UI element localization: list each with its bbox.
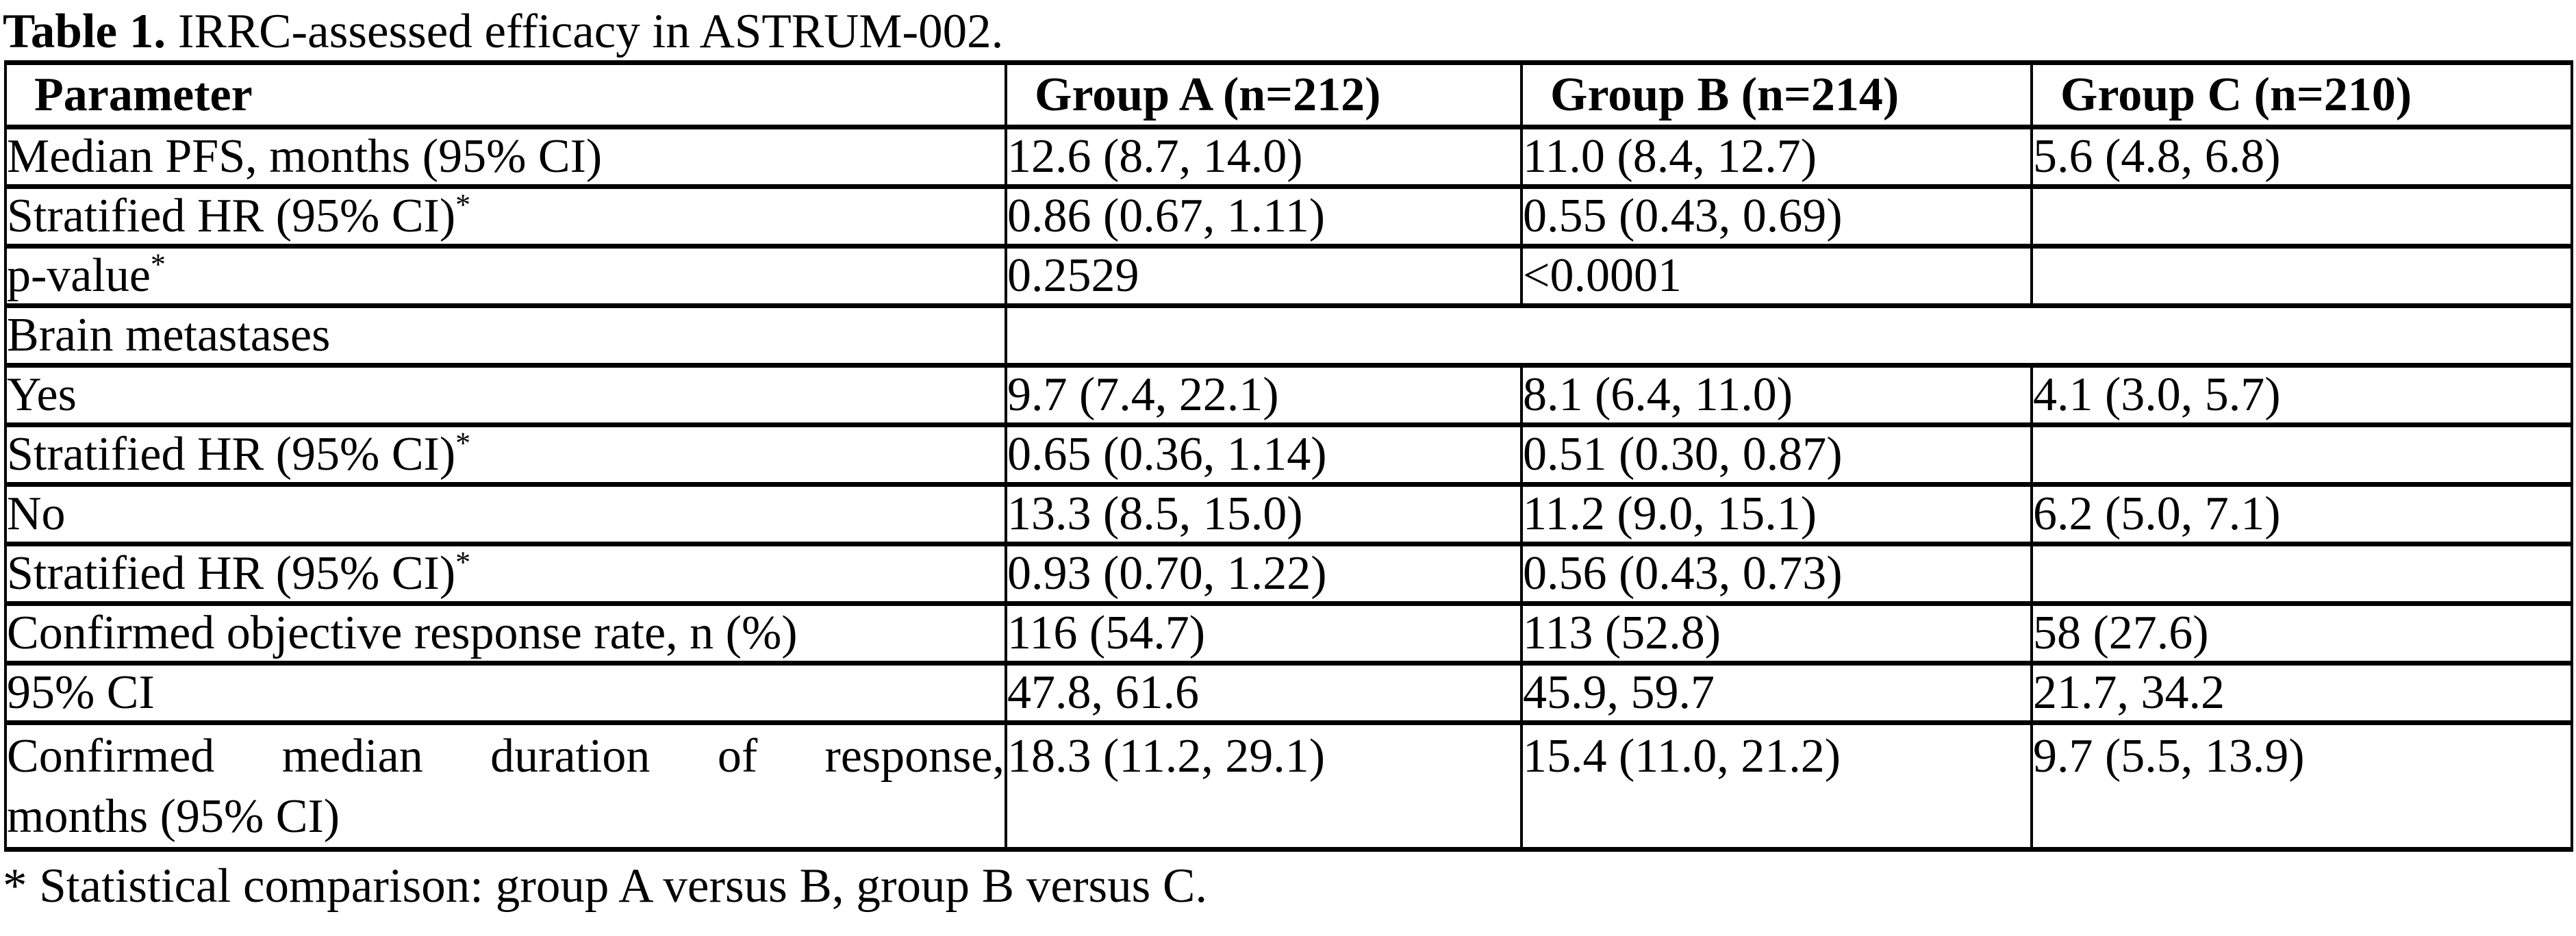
value-cell: 21.7, 34.2 [2030,661,2573,725]
merged-empty-cell [1005,303,2573,368]
row-label: Confirmed objective response rate, n (%) [4,601,1007,666]
table-row-stratified-hr-yes: Stratified HR (95% CI)* 0.65 (0.36, 1.14… [4,422,2573,487]
value-cell: 6.2 (5.0, 7.1) [2030,482,2573,546]
value-cell [2030,184,2573,249]
row-label: Stratified HR (95% CI)* [4,422,1007,487]
table-row-stratified-hr-no: Stratified HR (95% CI)* 0.93 (0.70, 1.22… [4,542,2573,606]
table-footnote: * Statistical comparison: group A versus… [3,859,1208,913]
table-row-brain-metastases: Brain metastases [4,303,2573,368]
value-cell: 0.2529 [1005,244,1523,308]
value-cell: 13.3 (8.5, 15.0) [1005,482,1523,546]
value-cell: 18.3 (11.2, 29.1) [1005,720,1523,852]
table-row-duration-of-response: Confirmed median duration of response, m… [4,720,2573,852]
value-cell: 12.6 (8.7, 14.0) [1005,125,1523,189]
header-row: Parameter Group A (n=212) Group B (n=214… [4,60,2573,129]
value-cell: 9.7 (5.5, 13.9) [2030,720,2573,852]
value-cell: 11.2 (9.0, 15.1) [1520,482,2033,546]
value-cell: 8.1 (6.4, 11.0) [1520,363,2033,427]
value-cell [2030,244,2573,308]
row-label: Brain metastases [4,303,1007,368]
asterisk-superscript: * [455,188,471,222]
value-cell: 113 (52.8) [1520,601,2033,666]
asterisk-superscript: * [150,247,166,281]
value-cell: 116 (54.7) [1005,601,1523,666]
row-label: Yes [4,363,1007,427]
efficacy-table: Parameter Group A (n=212) Group B (n=214… [4,60,2573,852]
value-cell: 47.8, 61.6 [1005,661,1523,725]
value-cell: 58 (27.6) [2030,601,2573,666]
column-header-group-c: Group C (n=210) [2030,60,2573,129]
value-cell: 0.51 (0.30, 0.87) [1520,422,2033,487]
table-title-number: Table 1. [3,5,166,58]
asterisk-superscript: * [455,545,471,579]
table-row-median-pfs: Median PFS, months (95% CI) 12.6 (8.7, 1… [4,125,2573,189]
asterisk-superscript: * [455,426,471,460]
row-label: p-value* [4,244,1007,308]
value-cell [2030,422,2573,487]
row-label: Median PFS, months (95% CI) [4,125,1007,189]
table-row-stratified-hr: Stratified HR (95% CI)* 0.86 (0.67, 1.11… [4,184,2573,249]
value-cell: 4.1 (3.0, 5.7) [2030,363,2573,427]
table-row-orr: Confirmed objective response rate, n (%)… [4,601,2573,666]
duration-label-line2: months (95% CI) [7,790,340,843]
value-cell: 0.86 (0.67, 1.11) [1005,184,1523,249]
value-cell: 5.6 (4.8, 6.8) [2030,125,2573,189]
value-cell: 15.4 (11.0, 21.2) [1520,720,2033,852]
table-title: Table 1. IRRC-assessed efficacy in ASTRU… [0,0,2576,58]
row-label: Stratified HR (95% CI)* [4,542,1007,606]
row-label: Confirmed median duration of response, m… [4,720,1007,852]
table-row-orr-ci: 95% CI 47.8, 61.6 45.9, 59.7 21.7, 34.2 [4,661,2573,725]
value-cell: <0.0001 [1520,244,2033,308]
row-label: 95% CI [4,661,1007,725]
value-cell: 0.56 (0.43, 0.73) [1520,542,2033,606]
table-row-brain-mets-no: No 13.3 (8.5, 15.0) 11.2 (9.0, 15.1) 6.2… [4,482,2573,546]
value-cell: 0.65 (0.36, 1.14) [1005,422,1523,487]
value-cell: 0.93 (0.70, 1.22) [1005,542,1523,606]
table-title-caption: IRRC-assessed efficacy in ASTRUM-002. [166,5,1004,58]
table-row-brain-mets-yes: Yes 9.7 (7.4, 22.1) 8.1 (6.4, 11.0) 4.1 … [4,363,2573,427]
row-label: Stratified HR (95% CI)* [4,184,1007,249]
duration-label-line1: Confirmed median duration of response, [7,730,1005,783]
value-cell: 0.55 (0.43, 0.69) [1520,184,2033,249]
column-header-group-b: Group B (n=214) [1520,60,2033,129]
column-header-parameter: Parameter [4,60,1007,129]
value-cell: 45.9, 59.7 [1520,661,2033,725]
value-cell [2030,542,2573,606]
column-header-group-a: Group A (n=212) [1005,60,1523,129]
value-cell: 9.7 (7.4, 22.1) [1005,363,1523,427]
value-cell: 11.0 (8.4, 12.7) [1520,125,2033,189]
row-label: No [4,482,1007,546]
table-row-p-value: p-value* 0.2529 <0.0001 [4,244,2573,308]
